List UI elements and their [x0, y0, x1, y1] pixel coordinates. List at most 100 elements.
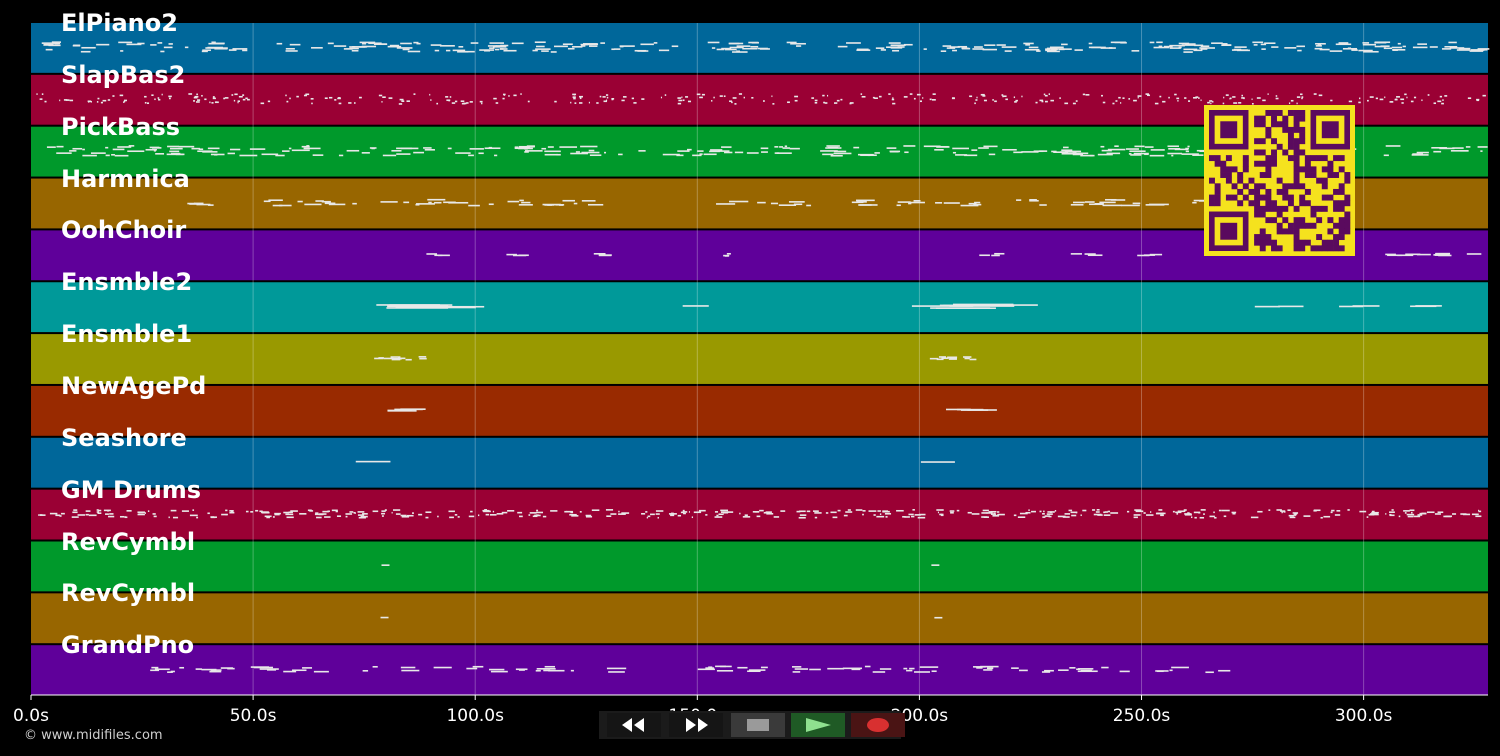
qr-module [1299, 166, 1306, 173]
stop-button[interactable] [731, 713, 785, 737]
note-mark [1107, 148, 1126, 151]
note-mark [272, 204, 283, 207]
qr-module [1327, 194, 1334, 201]
note-mark [1172, 510, 1175, 513]
note-mark [1358, 49, 1373, 52]
note-mark [470, 510, 473, 513]
note-mark [400, 408, 426, 410]
note-mark [682, 511, 688, 513]
note-mark [575, 151, 580, 153]
track-label: GM Drums [61, 475, 202, 504]
note-mark [873, 514, 876, 516]
qr-module [1304, 239, 1311, 246]
note-mark [1110, 512, 1119, 514]
note-mark [192, 509, 195, 511]
note-mark [606, 667, 627, 670]
note-mark [1293, 514, 1297, 516]
note-mark [550, 510, 558, 512]
note-mark [1035, 101, 1038, 104]
note-mark [554, 45, 568, 48]
note-mark [1296, 102, 1298, 105]
rewind-button[interactable] [607, 713, 661, 737]
note-mark [1003, 95, 1007, 98]
note-mark [1168, 96, 1170, 99]
note-mark [1374, 45, 1386, 48]
note-mark [1184, 513, 1192, 515]
note-mark [548, 669, 565, 672]
note-mark [884, 512, 892, 515]
note-mark [478, 152, 484, 155]
note-mark [640, 43, 654, 46]
note-mark [472, 665, 484, 668]
note-mark [1112, 102, 1115, 105]
note-mark [1156, 41, 1163, 44]
note-mark [751, 97, 754, 99]
note-mark [239, 154, 258, 157]
note-mark [1041, 100, 1044, 103]
note-mark [1144, 146, 1154, 148]
note-mark [1385, 145, 1401, 147]
note-mark [1064, 513, 1071, 515]
note-mark [338, 102, 342, 105]
note-mark [1150, 149, 1165, 151]
note-mark [1374, 41, 1387, 44]
note-mark [1313, 509, 1321, 512]
note-mark [418, 513, 423, 516]
note-mark [897, 46, 905, 48]
note-mark [349, 47, 359, 50]
note-mark [788, 201, 805, 203]
note-mark [1300, 93, 1303, 96]
note-mark [424, 149, 435, 151]
note-mark [729, 200, 749, 203]
qr-module [1321, 155, 1328, 162]
note-mark [413, 93, 416, 95]
note-mark [1241, 97, 1245, 99]
note-mark [664, 94, 667, 96]
note-mark [834, 102, 838, 104]
note-mark [150, 669, 160, 672]
note-mark [716, 669, 734, 672]
note-mark [746, 152, 759, 154]
note-mark [1005, 98, 1008, 101]
note-mark [1137, 95, 1142, 97]
qr-module [1338, 234, 1345, 241]
qr-module [1327, 160, 1334, 167]
note-mark [716, 48, 725, 51]
note-mark [573, 97, 576, 100]
note-mark [1095, 511, 1100, 513]
note-mark [1254, 305, 1280, 308]
note-mark [521, 201, 531, 204]
note-mark [1413, 96, 1417, 99]
note-mark [1336, 510, 1341, 512]
note-mark [242, 98, 246, 101]
note-mark [448, 201, 469, 204]
note-mark [1278, 305, 1304, 308]
record-button[interactable] [851, 713, 905, 737]
note-mark [242, 94, 245, 96]
note-mark [519, 199, 524, 202]
note-mark [327, 510, 330, 513]
note-mark [940, 50, 947, 52]
note-mark [518, 254, 529, 257]
qr-module [1265, 155, 1272, 162]
note-mark [399, 98, 404, 101]
note-mark [891, 98, 895, 101]
note-mark [579, 97, 582, 100]
note-mark [1426, 511, 1435, 514]
note-mark [160, 50, 165, 53]
note-mark [196, 516, 199, 519]
qr-module [1259, 149, 1266, 156]
note-mark [445, 96, 449, 98]
note-mark [579, 511, 582, 513]
qr-module [1231, 183, 1238, 190]
qr-module [1259, 115, 1266, 122]
qr-module [1293, 217, 1300, 224]
note-mark [1068, 509, 1073, 512]
play-button[interactable] [791, 713, 845, 737]
note-mark [1448, 41, 1457, 44]
fast-forward-button[interactable] [669, 713, 723, 737]
note-mark [214, 153, 218, 156]
note-mark [1371, 510, 1375, 513]
note-mark [65, 99, 70, 101]
note-mark [345, 515, 348, 518]
